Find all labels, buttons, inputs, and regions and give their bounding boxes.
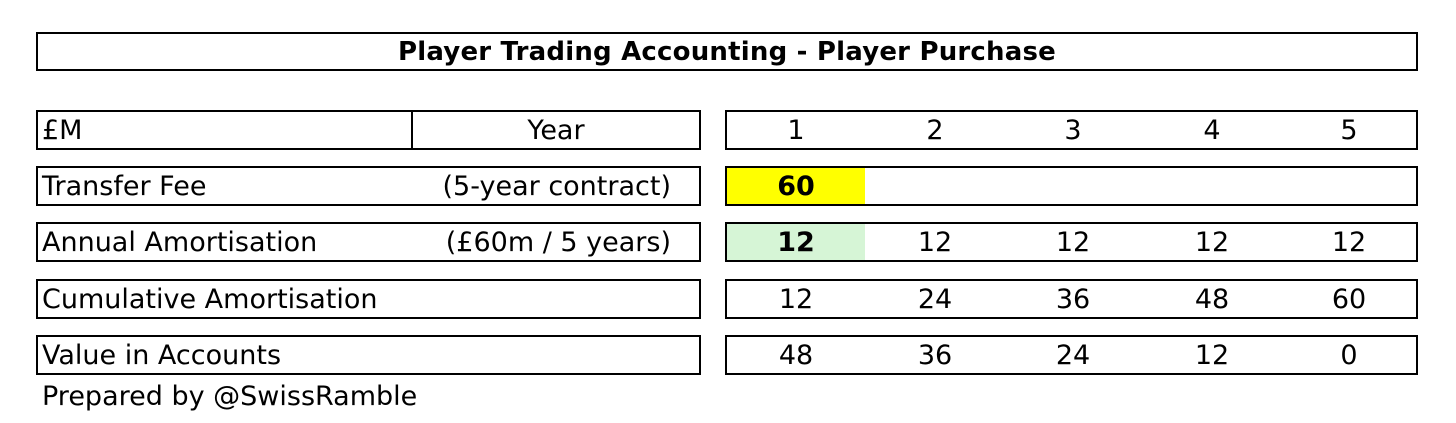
- row-label-box-annual-amortisation: Annual Amortisation (£60m / 5 years): [36, 222, 701, 262]
- cumulative-amortisation-year-5: 60: [1331, 283, 1367, 315]
- annual-amortisation-year-2: 12: [917, 226, 953, 258]
- annual-amortisation-year-4: 12: [1194, 226, 1230, 258]
- row-values-box-annual-amortisation: 12 12 12 12 12: [725, 222, 1418, 262]
- year-header-2: 2: [926, 114, 944, 146]
- transfer-fee-year-4: [1143, 168, 1281, 204]
- row-note-annual-amortisation: (£60m / 5 years): [445, 226, 671, 258]
- annual-amortisation-year-1: 12: [727, 224, 865, 260]
- row-note-transfer-fee: (5-year contract): [442, 170, 671, 202]
- transfer-fee-year-5: [1280, 168, 1418, 204]
- value-in-accounts-year-4: 12: [1194, 339, 1230, 371]
- row-label-box-transfer-fee: Transfer Fee (5-year contract): [36, 166, 701, 206]
- annual-amortisation-year-3: 12: [1055, 226, 1091, 258]
- cumulative-amortisation-year-3: 36: [1055, 283, 1091, 315]
- prepared-by-credit: Prepared by @SwissRamble: [42, 381, 418, 412]
- row-label-annual-amortisation: Annual Amortisation: [42, 226, 318, 258]
- header-left-box: £M Year: [36, 110, 701, 150]
- cumulative-amortisation-year-2: 24: [917, 283, 953, 315]
- row-values-box-value-in-accounts: 48 36 24 12 0: [725, 335, 1418, 375]
- annual-amortisation-year-5: 12: [1331, 226, 1367, 258]
- value-in-accounts-year-3: 24: [1055, 339, 1091, 371]
- transfer-fee-year-2: [866, 168, 1004, 204]
- row-label-value-in-accounts: Value in Accounts: [42, 339, 282, 371]
- value-in-accounts-year-2: 36: [917, 339, 953, 371]
- year-header-5: 5: [1340, 114, 1358, 146]
- year-header-4: 4: [1203, 114, 1221, 146]
- table-title-box: Player Trading Accounting - Player Purch…: [36, 32, 1418, 71]
- year-label: Year: [527, 114, 585, 146]
- row-label-transfer-fee: Transfer Fee: [42, 170, 207, 202]
- year-header-3: 3: [1064, 114, 1082, 146]
- row-values-box-transfer-fee: 60: [725, 166, 1418, 206]
- row-label-box-cumulative-amortisation: Cumulative Amortisation: [36, 279, 701, 319]
- header-years-box: 1 2 3 4 5: [725, 110, 1418, 150]
- row-label-box-value-in-accounts: Value in Accounts: [36, 335, 701, 375]
- value-in-accounts-year-5: 0: [1340, 339, 1358, 371]
- table-title: Player Trading Accounting - Player Purch…: [397, 36, 1057, 67]
- value-in-accounts-year-1: 48: [778, 339, 814, 371]
- header-divider: [411, 112, 413, 148]
- row-values-box-cumulative-amortisation: 12 24 36 48 60: [725, 279, 1418, 319]
- transfer-fee-year-1: 60: [727, 168, 865, 204]
- cumulative-amortisation-year-1: 12: [778, 283, 814, 315]
- unit-label: £M: [42, 114, 83, 146]
- cumulative-amortisation-year-4: 48: [1194, 283, 1230, 315]
- year-header-1: 1: [787, 114, 805, 146]
- transfer-fee-year-3: [1004, 168, 1142, 204]
- row-label-cumulative-amortisation: Cumulative Amortisation: [42, 283, 378, 315]
